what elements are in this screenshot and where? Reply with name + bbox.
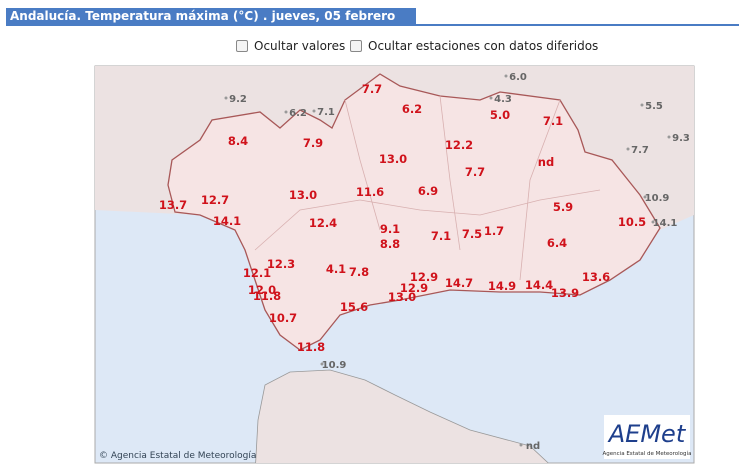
- station-value: 13.0: [289, 188, 317, 202]
- station-dot: [320, 362, 324, 366]
- station-value: 13.6: [582, 270, 610, 284]
- station-value: 14.4: [525, 278, 553, 292]
- station-value: 10.5: [618, 215, 646, 229]
- station-value: 12.4: [309, 216, 337, 230]
- station-value: 12.7: [201, 193, 229, 207]
- checkbox-label: Ocultar valores: [254, 39, 346, 53]
- station-value: 11.8: [253, 289, 281, 303]
- station-value: 13.0: [379, 152, 407, 166]
- secondary-value: 10.9: [645, 193, 670, 204]
- station-value: 7.9: [303, 136, 323, 150]
- station-dot: [504, 74, 508, 78]
- station-value: 11.8: [297, 340, 325, 354]
- secondary-value: 7.7: [631, 145, 649, 156]
- secondary-value: 4.3: [494, 94, 512, 105]
- province-borders: [254, 95, 601, 281]
- andalucia: [167, 73, 661, 351]
- station-value: 13.0: [388, 290, 416, 304]
- station-value: 6.2: [402, 102, 422, 116]
- station-dot: [640, 103, 644, 107]
- station-value: 5.0: [490, 108, 510, 122]
- station-value: 6.9: [418, 184, 438, 198]
- station-value: 14.7: [445, 276, 473, 290]
- secondary-value: 6.2: [289, 108, 307, 119]
- secondary-value: 7.1: [317, 107, 335, 118]
- station-value: 1.7: [484, 224, 504, 238]
- logo-box: [604, 415, 690, 459]
- secondary-value: 9.3: [672, 133, 690, 144]
- station-value: 7.7: [465, 165, 485, 179]
- africa: [255, 369, 549, 463]
- station-dot: [667, 135, 671, 139]
- station-value: 14.1: [213, 214, 241, 228]
- station-dot: [643, 195, 647, 199]
- header-line: [6, 24, 739, 26]
- station-dot: [224, 96, 228, 100]
- station-value: 7.5: [462, 227, 482, 241]
- station-value: 5.9: [553, 200, 573, 214]
- station-dot: [284, 110, 288, 114]
- station-value: 7.1: [431, 229, 451, 243]
- station-value: 15.6: [340, 300, 368, 314]
- station-value: 4.1: [326, 262, 346, 276]
- station-value: 12.1: [243, 266, 271, 280]
- station-value: 9.1: [380, 222, 400, 236]
- station-value: 10.7: [269, 311, 297, 325]
- station-value: 12.9: [400, 281, 428, 295]
- secondary-value: 14.1: [653, 218, 678, 229]
- station-dot: [626, 147, 630, 151]
- station-value: 6.4: [547, 236, 567, 250]
- station-value: 8.8: [380, 237, 400, 251]
- secondary-value: nd: [526, 441, 540, 452]
- station-value: 7.1: [543, 114, 563, 128]
- header-title: Andalucía. Temperatura máxima (°C) . jue…: [6, 8, 416, 39]
- secondary-value: 6.0: [509, 72, 527, 83]
- station-value: 7.8: [349, 265, 369, 279]
- checkbox-hide-deferred[interactable]: Ocultar estaciones con datos diferidos: [350, 39, 598, 53]
- logo-subtitle: Agencia Estatal de Meteorología: [603, 450, 692, 457]
- station-value: 11.6: [356, 185, 384, 199]
- station-value: 13.9: [551, 286, 579, 300]
- station-dot: [489, 96, 493, 100]
- secondary-value: 5.5: [645, 101, 663, 112]
- credit: © Agencia Estatal de Meteorología: [99, 451, 256, 461]
- station-value: 8.4: [228, 134, 248, 148]
- station-dot: [651, 220, 655, 224]
- logo-text: AEMet: [607, 420, 687, 448]
- secondary-value: 10.9: [322, 360, 347, 371]
- station-dot: [312, 109, 316, 113]
- station-value: 7.7: [362, 82, 382, 96]
- checkbox-hide-values[interactable]: Ocultar valores: [236, 39, 345, 53]
- station-value: 12.9: [410, 270, 438, 284]
- station-value: nd: [538, 155, 554, 169]
- checkbox-label: Ocultar estaciones con datos diferidos: [368, 39, 599, 53]
- station-dot: [519, 443, 523, 447]
- secondary-value: 9.2: [229, 94, 247, 105]
- station-value: 14.9: [488, 279, 516, 293]
- station-value: 12.0: [248, 283, 276, 297]
- station-value: 12.2: [445, 138, 473, 152]
- station-value: 12.3: [267, 257, 295, 271]
- station-value: 13.7: [159, 198, 187, 212]
